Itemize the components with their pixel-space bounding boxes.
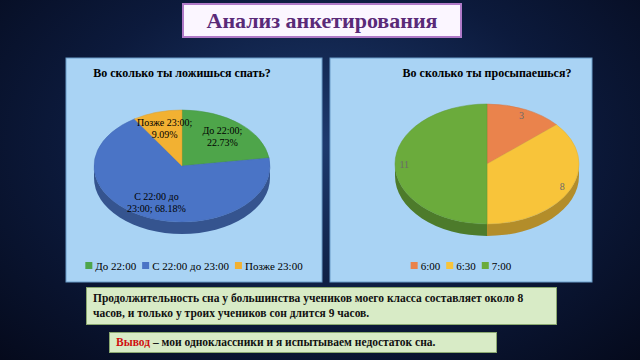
data-labels: До 22:00;22.73% С 22:00 до23:00; 68.18% По… [127, 117, 243, 213]
data-label-line: 9.09% [152, 129, 178, 140]
pie-slice [487, 125, 579, 224]
chart-panel [330, 58, 592, 282]
pie-slices [94, 110, 270, 222]
legend-label: 6:30 [456, 260, 476, 272]
data-label-line: 3 [519, 110, 524, 121]
data-label-line: С 22:00 до [134, 191, 179, 202]
slide-title: Анализ анкетирования [182, 3, 462, 38]
data-label-line: 11 [399, 159, 409, 170]
data-label: С 22:00 до23:00; 68.18% [127, 191, 186, 214]
legend-label: 7:00 [492, 260, 512, 272]
data-label-line: Позже 23:00; [137, 117, 192, 128]
note: Продолжительность сна у большинства учен… [86, 287, 557, 325]
data-label-line: 23:00; 68.18% [127, 203, 186, 214]
legend-label: С 22:00 до 23:00 [152, 260, 229, 272]
legend-swatch [482, 262, 489, 269]
conclusion-label: Вывод [116, 336, 150, 348]
legend-label: До 22:00 [95, 260, 136, 272]
chart-1: Во сколько ты просыпаешься? 3 8 11 6:00 6:30 7… [330, 58, 592, 282]
legend-swatch [142, 262, 149, 269]
chart-title: Во сколько ты ложишься спать? [93, 66, 271, 80]
data-label-line: 8 [560, 181, 565, 192]
conclusion: Вывод – мои одноклассники и я испытываем… [109, 332, 497, 353]
data-label-line: До 22:00; [202, 125, 242, 136]
legend-label: Позже 23:00 [245, 260, 303, 272]
legend-label: 6:00 [421, 260, 441, 272]
legend-swatch [235, 262, 242, 269]
data-label-line: 22.73% [207, 137, 238, 148]
pie-slice [395, 104, 487, 224]
data-label: 11 [399, 159, 409, 170]
pie-slice [182, 110, 269, 166]
chart-0: Во сколько ты ложишься спать? До 22:00;22… [66, 58, 322, 282]
data-label: До 22:00;22.73% [202, 125, 242, 148]
pie-slices [395, 104, 579, 224]
legend-swatch [411, 262, 418, 269]
chart-title: Во сколько ты просыпаешься? [403, 66, 572, 80]
legend: 6:00 6:30 7:00 [411, 260, 512, 272]
legend: До 22:00 С 22:00 до 23:00 Позже 23:00 [85, 260, 303, 272]
data-label: 3 [519, 110, 524, 121]
data-label: Позже 23:00;9.09% [137, 117, 192, 140]
legend-swatch [85, 262, 92, 269]
conclusion-text: – мои одноклассники и я испытываем недос… [150, 336, 435, 348]
chart-panel [66, 58, 322, 282]
data-label: 8 [560, 181, 565, 192]
data-labels: 3 8 11 [399, 110, 564, 193]
legend-swatch [446, 262, 453, 269]
